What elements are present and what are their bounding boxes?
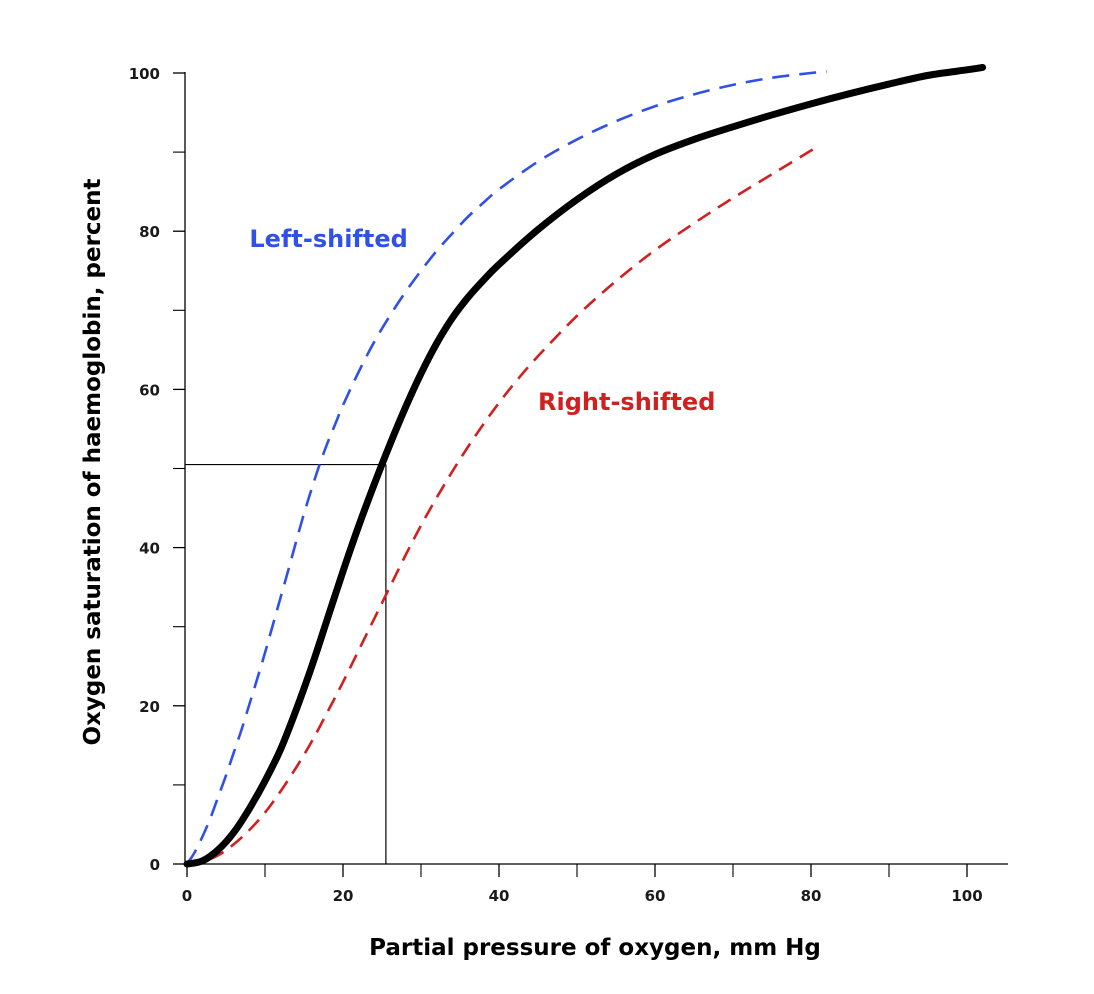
- x-tick-label: 100: [951, 887, 982, 905]
- y-tick-label: 40: [139, 540, 160, 558]
- y-axis-title: Oxygen saturation of haemoglobin, percen…: [80, 178, 106, 745]
- x-tick-label: 40: [489, 887, 510, 905]
- x-axis-title: Partial pressure of oxygen, mm Hg: [369, 935, 821, 961]
- y-tick-label: 0: [150, 856, 160, 874]
- reference-lines: [185, 463, 387, 864]
- x-tick-label: 80: [801, 887, 822, 905]
- series-label-left: Left-shifted: [249, 225, 407, 253]
- series-line-normal: [183, 63, 987, 868]
- x-tick-label: 60: [645, 887, 666, 905]
- series: [183, 63, 987, 868]
- y-tick-label: 80: [139, 223, 160, 241]
- labels: Partial pressure of oxygen, mm Hg Oxygen…: [80, 178, 821, 961]
- y-tick-label: 100: [129, 65, 160, 83]
- series-label-right: Right-shifted: [538, 388, 715, 416]
- ticks: 0 20 40 60 80 100 0 20 40 60 80 100: [129, 65, 983, 905]
- x-tick-label: 20: [333, 887, 354, 905]
- series-line-right: [186, 144, 820, 866]
- y-tick-label: 20: [139, 698, 160, 716]
- series-line-left: [185, 70, 827, 865]
- x-tick-label: 0: [182, 887, 192, 905]
- y-tick-label: 60: [139, 381, 160, 399]
